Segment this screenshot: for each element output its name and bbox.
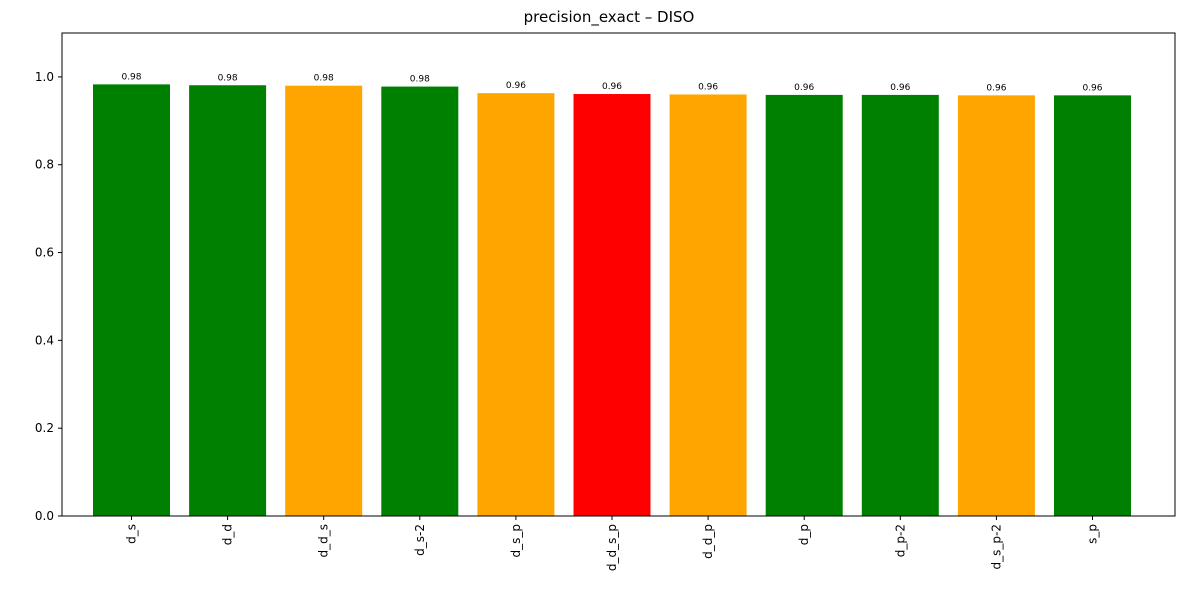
bar-value-label: 0.98: [218, 73, 238, 83]
bar-value-label: 0.96: [986, 83, 1006, 93]
y-tick-label: 0.4: [35, 333, 54, 347]
y-tick-label: 1.0: [35, 70, 54, 84]
plot-frame: [61, 32, 1176, 517]
bar-s_p: [1054, 95, 1131, 516]
x-tick-label: d_s: [125, 524, 139, 544]
x-tick-label: d_s-2: [413, 524, 427, 556]
bar-value-label: 0.98: [314, 74, 334, 84]
bar-d_p: [765, 94, 843, 516]
bars-group: [93, 84, 1131, 517]
y-tick-label: 0.0: [35, 509, 54, 523]
bar-d_s-2: [381, 86, 459, 516]
y-tick-label: 0.8: [35, 158, 54, 172]
y-axis: 0.0 0.2 0.4 0.6 0.8 1.0: [35, 70, 62, 523]
x-tick-label: d_d_s: [317, 524, 331, 558]
x-tick-label: d_p-2: [893, 524, 907, 557]
bar-value-label: 0.96: [698, 82, 718, 92]
bar-d_s_p-2: [957, 95, 1035, 516]
x-axis: d_s d_d d_d_s d_s-2 d_s_p d_d_s_p d_d_p d_p d_p-…: [125, 516, 1100, 571]
x-tick-label: d_s_p-2: [989, 524, 1003, 569]
x-tick-label: d_d_p: [701, 524, 715, 559]
bar-value-label: 0.98: [410, 75, 430, 85]
x-tick-label: d_d: [221, 524, 235, 545]
bar-value-label: 0.96: [602, 82, 622, 92]
x-tick-label: d_s_p: [509, 524, 523, 558]
bar-d_d_p: [669, 94, 747, 516]
x-tick-label: s_p: [1086, 524, 1100, 544]
bar-d_s_p: [477, 93, 555, 516]
bar-value-label: 0.96: [1082, 83, 1102, 93]
bar-value-label: 0.96: [506, 81, 526, 91]
x-tick-label: d_p: [797, 524, 811, 545]
bar-d_d: [189, 85, 267, 516]
chart-title: precision_exact – DISO: [524, 8, 695, 27]
bar-labels-group: 0.98 0.98 0.98 0.98 0.96 0.96 0.96 0.96 0.96 0.96…: [121, 72, 1102, 93]
y-tick-label: 0.6: [35, 246, 54, 260]
bar-d_d_s_p: [573, 94, 651, 516]
bar-value-label: 0.96: [794, 83, 814, 93]
bar-d_p-2: [861, 94, 939, 516]
x-tick-label: d_d_s_p: [605, 524, 619, 571]
bar-value-label: 0.96: [890, 83, 910, 93]
bar-value-label: 0.98: [121, 72, 141, 82]
bar-d_s: [93, 84, 170, 517]
bar-d_d_s: [285, 85, 363, 516]
y-tick-label: 0.2: [35, 421, 54, 435]
